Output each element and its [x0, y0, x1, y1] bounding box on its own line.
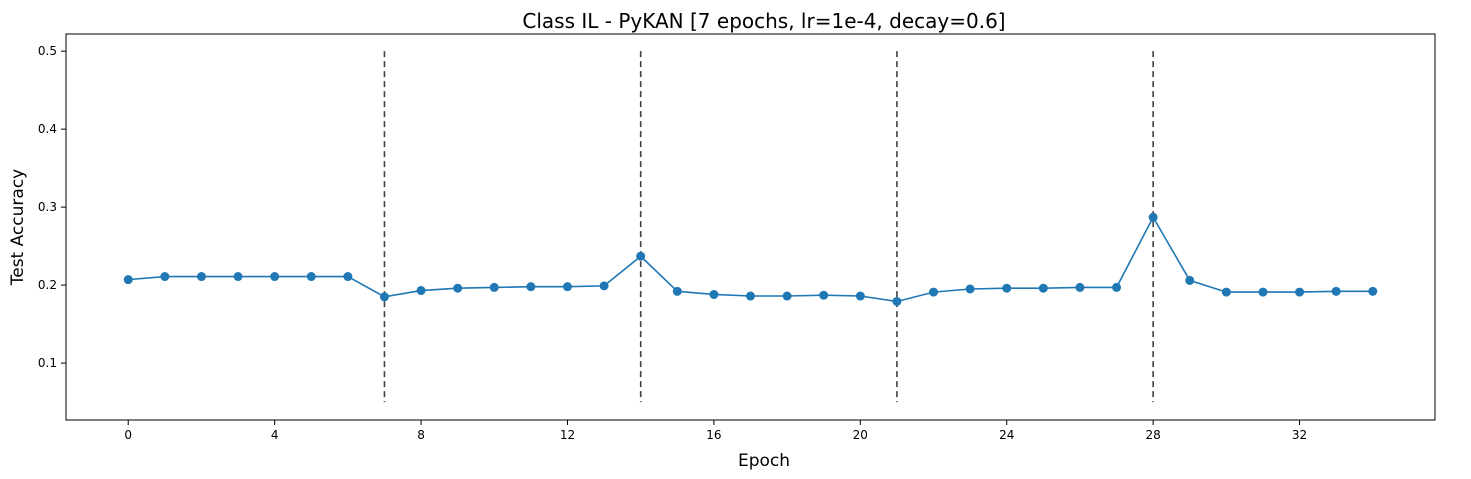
x-tick-label: 24 — [999, 428, 1014, 442]
data-point — [1002, 283, 1012, 293]
data-point — [1185, 275, 1195, 285]
data-point — [1295, 287, 1305, 297]
x-axis-label: Epoch — [738, 451, 790, 471]
data-point — [746, 291, 755, 301]
x-axis-ticks: 0 4 8 12 16 20 24 28 32 — [124, 420, 1307, 442]
data-point — [123, 275, 133, 285]
y-tick-label: 0.1 — [38, 356, 57, 370]
data-point — [196, 272, 206, 282]
y-tick-label: 0.4 — [38, 122, 57, 136]
data-point — [562, 282, 572, 292]
x-tick-label: 8 — [417, 428, 425, 442]
y-tick-label: 0.5 — [38, 44, 57, 58]
data-point — [270, 272, 280, 282]
task-boundaries — [383, 51, 1154, 403]
data-point — [160, 272, 170, 282]
series-group — [123, 212, 1378, 306]
data-point — [1221, 287, 1231, 297]
data-point — [1148, 212, 1158, 222]
data-point — [1075, 282, 1085, 292]
x-tick-label: 28 — [1146, 428, 1161, 442]
y-axis-label: Test Accuracy — [8, 169, 28, 287]
data-point — [453, 283, 463, 293]
series-line — [128, 215, 1373, 303]
data-point — [819, 290, 829, 300]
x-tick-label: 0 — [124, 428, 132, 442]
data-point — [892, 296, 902, 306]
data-point — [965, 284, 975, 294]
data-point — [526, 282, 536, 292]
y-tick-label: 0.2 — [38, 278, 57, 292]
data-point — [306, 272, 316, 282]
data-point — [343, 272, 353, 282]
data-point — [416, 286, 426, 296]
x-tick-label: 16 — [706, 428, 721, 442]
data-point — [489, 282, 499, 292]
data-point — [1038, 283, 1048, 293]
data-point — [929, 287, 939, 297]
y-axis-ticks: 0.1 0.2 0.3 0.4 0.5 — [38, 44, 66, 370]
x-tick-label: 20 — [853, 428, 868, 442]
x-tick-label: 4 — [271, 428, 279, 442]
chart-title: Class IL - PyKAN [7 epochs, lr=1e-4, dec… — [522, 9, 1005, 33]
x-tick-label: 32 — [1292, 428, 1307, 442]
data-point — [379, 292, 389, 302]
data-point — [599, 281, 609, 291]
x-tick-label: 12 — [560, 428, 575, 442]
data-point — [636, 251, 646, 261]
data-point — [1368, 286, 1378, 296]
data-point — [855, 291, 865, 301]
y-tick-label: 0.3 — [38, 200, 57, 214]
data-point — [1331, 286, 1341, 296]
data-point — [709, 289, 719, 299]
data-point — [233, 272, 243, 282]
data-point — [782, 291, 792, 301]
plot-area — [65, 33, 1436, 421]
data-point — [1258, 287, 1268, 297]
data-point — [672, 286, 682, 296]
data-point — [1112, 282, 1122, 292]
